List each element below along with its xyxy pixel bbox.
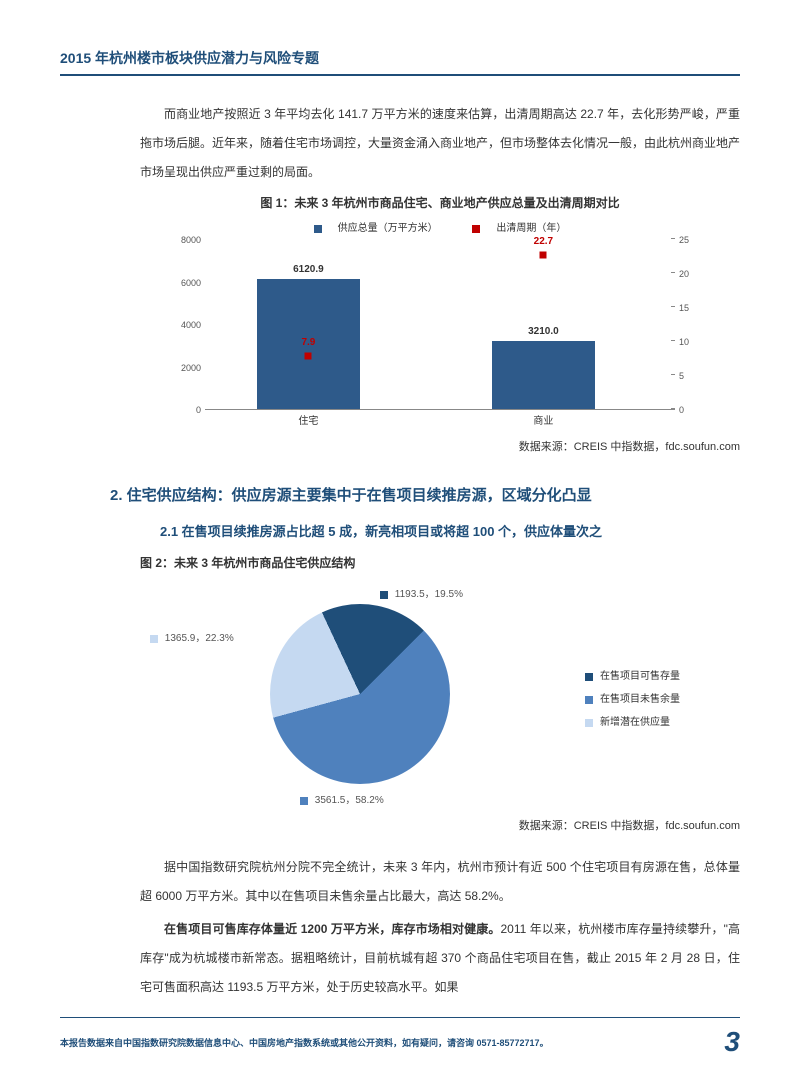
fig1-legend: 供应总量（万平方米） 出清周期（年） <box>140 219 740 234</box>
fig1-title: 图 1：未来 3 年杭州市商品住宅、商业地产供应总量及出清周期对比 <box>140 194 740 211</box>
page-header-title: 2015 年杭州楼市板块供应潜力与风险专题 <box>60 48 740 76</box>
fig1-source: 数据来源：CREIS 中指数据，fdc.soufun.com <box>60 438 740 454</box>
page-number: 3 <box>724 1026 740 1058</box>
intro-paragraph: 而商业地产按照近 3 年平均去化 141.7 万平方米的速度来估算，出清周期高达… <box>140 100 740 186</box>
footer-text: 本报告数据来自中国指数研究院数据信息中心、中国房地产指数系统或其他公开资料，如有… <box>60 1036 549 1049</box>
fig1-bar-chart: 02000400060008000 6120.97.9住宅3210.022.7商… <box>165 240 715 430</box>
page-footer: 本报告数据来自中国指数研究院数据信息中心、中国房地产指数系统或其他公开资料，如有… <box>60 1017 740 1058</box>
pie-label-bottom: 3561.5，58.2% <box>300 791 384 806</box>
legend-bar-swatch <box>314 225 322 233</box>
pie-label-top: 1193.5，19.5% <box>380 585 463 600</box>
section-2-1-heading: 2.1 在售项目续推房源占比超 5 成，新亮相项目或将超 100 个，供应体量次… <box>160 521 740 540</box>
pie-legend: 在售项目可售存量 在售项目未售余量 新增潜在供应量 <box>585 659 680 736</box>
pie-label-left: 1365.9，22.3% <box>150 629 234 644</box>
para-2: 据中国指数研究院杭州分院不完全统计，未来 3 年内，杭州市预计有近 500 个住… <box>140 853 740 911</box>
fig2-pie-chart: 1193.5，19.5% 1365.9，22.3% 3561.5，58.2% 在… <box>120 579 680 809</box>
para-3: 在售项目可售库存体量近 1200 万平方米，库存市场相对健康。2011 年以来，… <box>140 915 740 1001</box>
fig2-title: 图 2：未来 3 年杭州市商品住宅供应结构 <box>140 554 740 571</box>
fig2-source: 数据来源：CREIS 中指数据，fdc.soufun.com <box>60 817 740 833</box>
section-2-heading: 2. 住宅供应结构：供应房源主要集中于在售项目续推房源，区域分化凸显 <box>110 484 740 505</box>
legend-marker-swatch <box>472 225 480 233</box>
